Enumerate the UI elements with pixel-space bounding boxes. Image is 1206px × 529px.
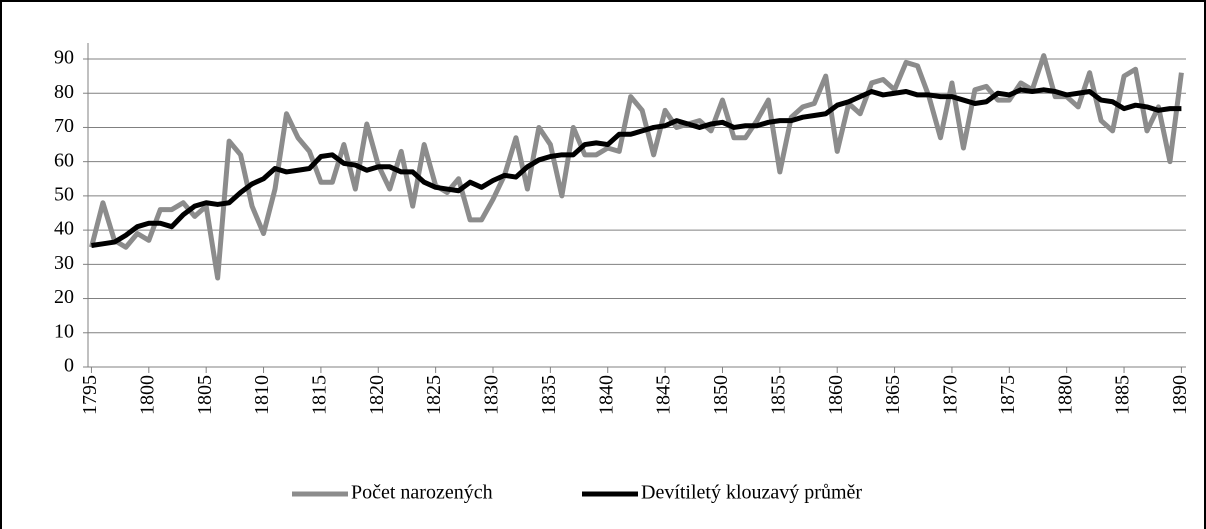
x-tick-label: 1890 xyxy=(1169,375,1191,415)
x-tick-label: 1885 xyxy=(1112,375,1134,415)
x-tick-label: 1820 xyxy=(366,375,388,415)
y-tick-label: 0 xyxy=(64,355,74,377)
x-tick-label: 1850 xyxy=(710,375,732,415)
x-tick-label: 1800 xyxy=(136,375,158,415)
x-tick-label: 1830 xyxy=(481,375,503,415)
x-tick-label: 1870 xyxy=(940,375,962,415)
x-tick-label: 1835 xyxy=(538,375,560,415)
y-tick-label: 10 xyxy=(54,320,74,342)
legend-label: Počet narozených xyxy=(351,482,493,504)
y-tick-label: 90 xyxy=(54,47,74,69)
x-tick-label: 1825 xyxy=(423,375,445,415)
series-line xyxy=(89,53,1184,281)
y-tick-label: 80 xyxy=(54,81,74,103)
x-tick-label: 1810 xyxy=(251,375,273,415)
legend-label: Devítiletý klouzavý průměr xyxy=(641,482,862,504)
x-tick-label: 1855 xyxy=(767,375,789,415)
y-tick-label: 30 xyxy=(54,252,74,274)
x-tick-label: 1795 xyxy=(79,375,101,415)
y-tick-label: 40 xyxy=(54,218,74,240)
y-tick-label: 20 xyxy=(54,286,74,308)
x-tick-label: 1860 xyxy=(825,375,847,415)
y-tick-label: 70 xyxy=(54,115,74,137)
x-tick-label: 1865 xyxy=(882,375,904,415)
y-tick-label: 60 xyxy=(54,149,74,171)
y-tick-label: 50 xyxy=(54,183,74,205)
x-tick-label: 1845 xyxy=(653,375,675,415)
series-line xyxy=(91,87,1182,248)
x-tick-label: 1840 xyxy=(595,375,617,415)
x-tick-label: 1815 xyxy=(309,375,331,415)
x-tick-label: 1880 xyxy=(1054,375,1076,415)
x-tick-label: 1805 xyxy=(194,375,216,415)
x-tick-label: 1875 xyxy=(997,375,1019,415)
